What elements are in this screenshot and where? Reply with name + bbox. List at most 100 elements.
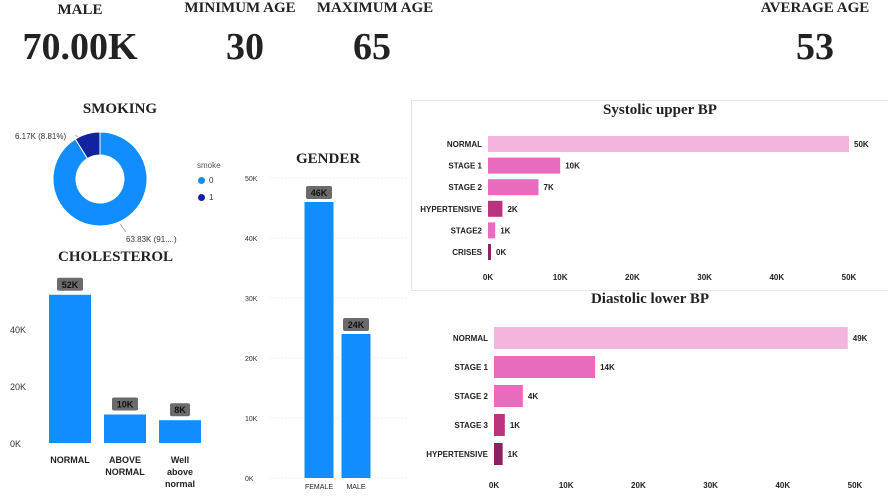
smoking-legend-item-1[interactable]: 1 — [198, 193, 213, 202]
gender-xtick: MALE — [346, 484, 365, 491]
cholesterol-data-label: 8K — [174, 405, 186, 415]
diastolic-bar-3[interactable] — [494, 414, 505, 436]
gender-bar-1[interactable] — [341, 334, 371, 478]
cholesterol-bar-1[interactable] — [104, 414, 146, 444]
diastolic-ytick: STAGE 1 — [454, 363, 488, 372]
diastolic-title: Diastolic lower BP — [590, 291, 710, 307]
smoking-donut-chart — [52, 131, 148, 233]
gender-title: GENDER — [296, 151, 361, 167]
cholesterol-bar-0[interactable] — [49, 294, 91, 443]
systolic-panel — [411, 100, 888, 291]
diastolic-ytick: STAGE 3 — [454, 421, 488, 430]
kpi-male-value: 70.00K — [22, 26, 138, 68]
diastolic-data-label: 4K — [528, 392, 538, 401]
kpi-max-age-label: MAXIMUM AGE — [316, 0, 434, 16]
systolic-xtick: 50K — [842, 273, 857, 282]
cholesterol-data-label-badge — [57, 277, 83, 291]
smoking-legend-item-0[interactable]: 0 — [198, 176, 213, 185]
cholesterol-ytick: 0K — [10, 439, 21, 449]
cholesterol-data-label: 10K — [117, 400, 134, 410]
systolic-ytick: STAGE 1 — [448, 162, 482, 171]
diastolic-ytick: HYPERTENSIVE — [426, 450, 488, 459]
systolic-title: Systolic upper BP — [603, 102, 717, 118]
cholesterol-title: CHOLESTEROL — [58, 249, 174, 265]
cholesterol-chart: 0K 20K 40K 52K NORMAL 10K ABOVE NORMAL 8K Well abo… — [10, 277, 201, 489]
diastolic-data-label: 49K — [853, 334, 868, 343]
systolic-data-label: 0K — [496, 248, 506, 257]
donut-slice-0[interactable] — [52, 131, 148, 227]
cholesterol-xtick: ABOVE — [109, 455, 141, 465]
systolic-bar-1[interactable] — [488, 157, 561, 174]
systolic-ytick: STAGE 2 — [448, 183, 482, 192]
legend-dot-icon — [198, 177, 205, 184]
gender-data-label: 46K — [311, 188, 328, 198]
kpi-min-age-value: 30 — [226, 26, 264, 68]
systolic-bar-5[interactable] — [488, 244, 491, 260]
systolic-data-label: 7K — [544, 183, 554, 192]
gender-data-label-badge — [343, 318, 369, 331]
diastolic-ytick: STAGE 2 — [454, 392, 488, 401]
gender-ytick: 20K — [245, 356, 258, 363]
systolic-bar-0[interactable] — [488, 136, 849, 152]
kpi-max-age-value: 65 — [353, 26, 391, 68]
systolic-ytick: NORMAL — [447, 140, 482, 149]
diastolic-xtick: 50K — [848, 481, 863, 490]
diastolic-xtick: 20K — [631, 481, 646, 490]
diastolic-bar-2[interactable] — [494, 385, 523, 407]
diastolic-ytick: NORMAL — [453, 334, 488, 343]
gender-data-label: 24K — [348, 320, 365, 330]
gender-bar-0[interactable] — [304, 202, 334, 478]
cholesterol-xtick: above — [167, 467, 193, 477]
systolic-chart: NORMAL 50K STAGE 1 10K STAGE 2 7K HYPERTENSIVE… — [420, 136, 869, 282]
cholesterol-data-label: 52K — [62, 280, 79, 290]
systolic-data-label: 1K — [500, 226, 510, 235]
cholesterol-xtick: NORMAL — [50, 455, 90, 465]
smoking-large-label: 63.83K (91....) — [126, 235, 177, 244]
gender-ytick: 40K — [245, 236, 258, 243]
legend-dot-icon — [198, 194, 205, 201]
systolic-data-label: 10K — [565, 162, 580, 171]
diastolic-data-label: 1K — [510, 421, 520, 430]
diastolic-chart: NORMAL 49K STAGE 1 14K STAGE 2 4K STAGE 3 1K HYP… — [426, 327, 868, 490]
diastolic-bar-4[interactable] — [494, 443, 503, 465]
systolic-xtick: 40K — [769, 273, 784, 282]
diastolic-xtick: 40K — [775, 481, 790, 490]
cholesterol-ytick: 40K — [10, 325, 26, 335]
gender-xtick: FEMALE — [305, 484, 333, 491]
systolic-ytick: STAGE2 — [451, 226, 483, 235]
cholesterol-xtick: Well — [171, 455, 189, 465]
diastolic-bar-1[interactable] — [494, 356, 596, 378]
systolic-ytick: CRISES — [452, 248, 482, 257]
systolic-data-label: 2K — [507, 205, 517, 214]
systolic-xtick: 20K — [625, 273, 640, 282]
systolic-ytick: HYPERTENSIVE — [420, 205, 482, 214]
systolic-bar-3[interactable] — [488, 200, 503, 217]
cholesterol-xtick: normal — [165, 479, 195, 489]
cholesterol-xtick: NORMAL — [105, 467, 145, 477]
diastolic-xtick: 30K — [703, 481, 718, 490]
kpi-min-age-label: MINIMUM AGE — [184, 0, 296, 16]
kpi-avg-age-label: AVERAGE AGE — [760, 0, 870, 16]
smoking-legend-title: smoke — [197, 161, 221, 170]
diastolic-bar-0[interactable] — [494, 327, 848, 349]
systolic-bar-4[interactable] — [488, 222, 496, 239]
gender-data-label-badge — [306, 186, 332, 199]
gender-ytick: 10K — [245, 416, 258, 423]
systolic-data-label: 50K — [854, 140, 869, 149]
diastolic-data-label: 14K — [600, 363, 615, 372]
cholesterol-bar-2[interactable] — [159, 420, 201, 443]
diastolic-xtick: 0K — [489, 481, 499, 490]
gender-chart: 0K 10K 20K 30K 40K 50K 46K FEMALE 24K MALE — [245, 176, 407, 491]
gender-ytick: 50K — [245, 176, 258, 183]
kpi-avg-age-value: 53 — [796, 26, 834, 68]
cholesterol-ytick: 20K — [10, 382, 26, 392]
systolic-xtick: 0K — [483, 273, 493, 282]
smoking-title: SMOKING — [82, 101, 158, 117]
diastolic-data-label: 1K — [508, 450, 518, 459]
gender-ytick: 30K — [245, 296, 258, 303]
cholesterol-data-label-badge — [112, 397, 138, 411]
kpi-male-label: MALE — [57, 2, 103, 18]
systolic-bar-2[interactable] — [488, 179, 539, 196]
systolic-xtick: 30K — [697, 273, 712, 282]
smoking-small-label: 6.17K (8.81%) — [15, 132, 67, 141]
